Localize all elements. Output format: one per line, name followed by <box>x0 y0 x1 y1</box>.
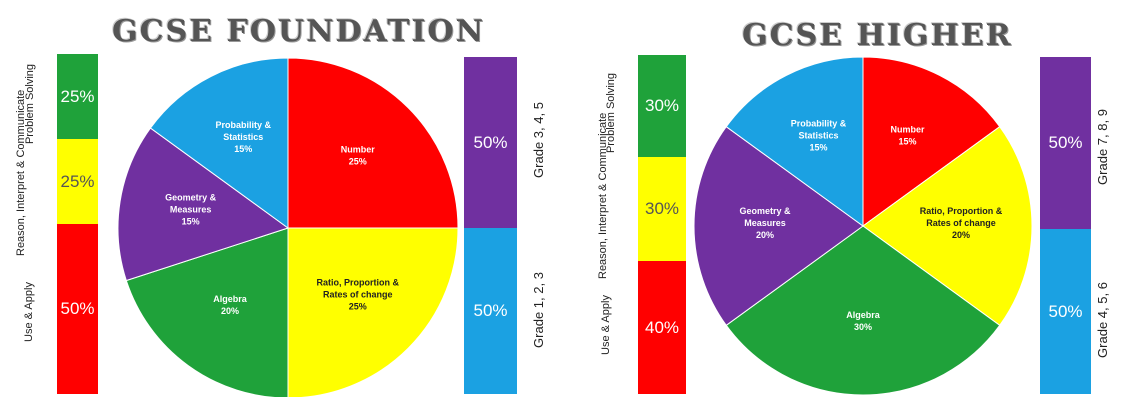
seg-value: 30% <box>644 199 680 218</box>
pie-label: Algebra 20% <box>213 294 248 316</box>
seg-value: 50% <box>60 299 95 318</box>
pie-label: Ratio, Proportion & Rates of change 25% <box>316 278 399 312</box>
foundation-left-seg-2: 50% <box>57 224 98 394</box>
higher-right-label-1: Grade 4, 5, 6 <box>1095 282 1110 358</box>
seg-value: 50% <box>473 132 508 152</box>
higher-left-seg-2: 40% <box>638 261 686 394</box>
pie-slice-probability-statistics <box>725 56 864 227</box>
foundation-right-label-0: Grade 3, 4, 5 <box>531 102 546 178</box>
seg-value: 30% <box>644 96 680 115</box>
pie-slice-number <box>862 56 1001 227</box>
pie-label: Algebra 30% <box>846 310 881 332</box>
pie-slice-ratio-proportion-rates-of-change <box>862 125 1033 327</box>
seg-value: 50% <box>1048 133 1083 152</box>
higher-panel: GCSE HIGHER 30% 30% 40% Problem Solving … <box>566 0 1132 397</box>
seg-value: 50% <box>1048 301 1083 321</box>
foundation-left-seg-0: 25% <box>57 54 98 139</box>
foundation-left-seg-1: 25% <box>57 139 98 224</box>
higher-right-seg-0: 50% <box>1040 57 1091 229</box>
higher-right-seg-1: 50% <box>1040 229 1091 394</box>
pie-label: Number 15% <box>890 125 925 147</box>
higher-left-bar: 30% 30% 40% <box>638 55 686 394</box>
foundation-panel: GCSE FOUNDATION 25% 25% 50% Problem Solv… <box>15 14 546 397</box>
pie-label: Geometry & Measures 15% <box>165 193 217 227</box>
pie-slice-ratio-proportion-rates-of-change <box>287 227 459 397</box>
foundation-right-seg-0: 50% <box>464 57 517 228</box>
higher-pie: Number 15% Ratio, Proportion & Rates of cha… <box>693 56 1033 396</box>
pie-slice-probability-statistics <box>149 57 289 229</box>
higher-left-seg-1: 30% <box>638 157 686 261</box>
seg-value: 25% <box>60 171 95 191</box>
pie-label: Number 25% <box>341 144 376 166</box>
higher-left-seg-0: 30% <box>638 55 686 157</box>
foundation-right-bar: 50% 50% <box>464 57 517 394</box>
higher-right-bar: 50% 50% <box>1040 57 1091 394</box>
foundation-right-seg-1: 50% <box>464 228 517 394</box>
seg-value: 40% <box>644 317 680 337</box>
pie-slice-number <box>287 57 459 229</box>
pie-label: Probability & Statistics 15% <box>215 120 271 154</box>
higher-right-label-0: Grade 7, 8, 9 <box>1095 109 1110 185</box>
pie-slice-geometry-measures <box>117 127 290 282</box>
foundation-left-bar: 25% 25% 50% <box>57 54 98 394</box>
foundation-right-label-1: Grade 1, 2, 3 <box>531 272 546 348</box>
pie-label: Geometry & Measures 20% <box>739 206 791 240</box>
seg-value: 50% <box>473 301 508 320</box>
foundation-title: GCSE FOUNDATION <box>112 14 486 49</box>
pie-slice-geometry-measures <box>693 125 864 327</box>
pie-label: Probability & Statistics 15% <box>791 119 847 153</box>
higher-title: GCSE HIGHER <box>742 18 1013 53</box>
seg-value: 25% <box>60 86 95 106</box>
pie-slice-algebra <box>725 225 1001 396</box>
foundation-pie: Number 25% Ratio, Proportion & Rates of cha… <box>117 57 459 397</box>
pie-label: Ratio, Proportion & Rates of change 20% <box>920 206 1003 240</box>
